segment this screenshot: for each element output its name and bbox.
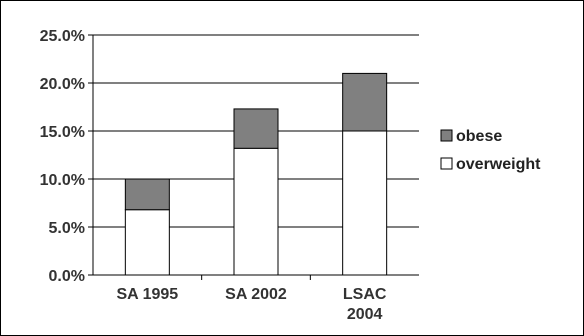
bar-obese	[342, 72, 388, 132]
x-tick-label-line: 2004	[347, 306, 383, 323]
x-tick-label: LSAC 2004	[343, 286, 387, 323]
bar-overweight	[233, 147, 279, 276]
x-tick-label-line: SA 2002	[225, 286, 287, 303]
axes	[88, 34, 419, 280]
x-tick-labels: SA 1995 SA 2002 LSAC 2004	[116, 286, 386, 323]
y-tick-label: 5.0%	[49, 220, 85, 237]
x-tick-label: SA 1995	[116, 286, 178, 303]
bar-obese	[124, 178, 170, 211]
x-tick-label: SA 2002	[225, 286, 287, 303]
bar-overweight	[342, 130, 388, 276]
y-tick-label: 25.0%	[40, 28, 85, 45]
bar-group	[124, 72, 388, 276]
x-tick-label-line: SA 1995	[116, 286, 178, 303]
y-tick-label: 15.0%	[40, 124, 85, 141]
y-tick-label: 0.0%	[49, 268, 85, 285]
legend-swatch-obese	[440, 129, 453, 142]
legend: obese overweight	[440, 128, 541, 173]
legend-label-overweight: overweight	[456, 156, 541, 173]
y-tick-label: 10.0%	[40, 172, 85, 189]
legend-label-obese: obese	[456, 128, 502, 145]
bar-obese	[233, 108, 279, 149]
x-tick-label-line: LSAC	[343, 286, 387, 303]
y-tick-label: 20.0%	[40, 76, 85, 93]
bar-overweight	[124, 209, 170, 276]
y-tick-labels: 0.0% 5.0% 10.0% 15.0% 20.0% 25.0%	[40, 28, 85, 285]
legend-swatch-overweight	[440, 157, 453, 170]
